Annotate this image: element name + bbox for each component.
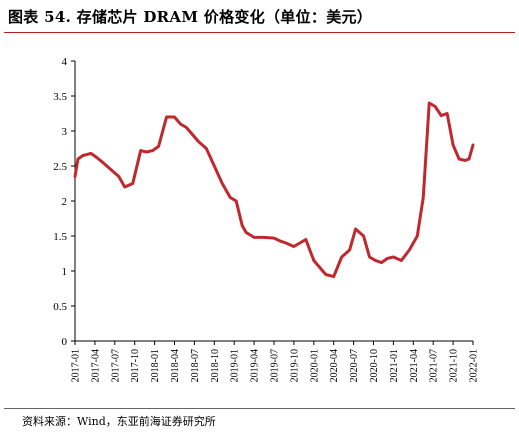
data-point [332,275,335,278]
y-tick-label: 2.5 [53,161,67,173]
x-tick-label: 2022-01 [469,349,480,382]
data-point [151,149,154,152]
figure-title: 图表 54. 存储芯片 DRAM 价格变化（单位：美元） [8,8,373,26]
x-tick-label: 2021-04 [409,349,420,382]
x-tick-label: 2017-10 [130,349,141,382]
data-point [165,116,168,118]
data-point [446,112,448,115]
data-point [185,126,188,129]
data-point [362,235,365,237]
y-tick-label: 3 [62,126,68,138]
source-divider [4,408,515,409]
data-point [77,158,79,160]
data-point [458,158,460,160]
data-point [279,240,281,242]
x-tick-label: 2021-10 [449,349,460,382]
data-point [348,249,351,251]
data-point [428,102,431,104]
y-tick-label: 2 [62,196,68,208]
data-point [179,123,182,125]
x-tick-label: 2019-04 [250,349,261,382]
x-tick-label: 2020-10 [369,349,380,382]
x-axis: 2017-01 2017-04 2017-07 2017-10 2018-01 2018-… [71,340,480,382]
data-point [305,238,307,241]
data-point [472,144,474,146]
y-tick-label: 1.5 [53,231,67,243]
data-point [145,151,148,153]
data-point [235,200,237,202]
y-tick-label: 1 [62,266,68,278]
data-point [318,266,321,269]
y-tick-label: 0 [62,336,68,348]
y-tick-label: 3.5 [53,91,67,103]
data-point [313,259,315,262]
data-point [324,273,327,276]
data-point [241,224,243,227]
data-point [368,256,371,258]
data-point [386,257,389,260]
data-point [197,140,200,143]
source-note: 资料来源：Wind，东亚前海证券研究所 [22,415,216,428]
data-point [96,156,98,159]
data-point [173,116,176,118]
x-tick-label: 2018-10 [210,349,221,382]
plot-area [73,101,475,279]
data-point [74,175,76,178]
x-tick-label: 2019-01 [230,349,241,382]
data-point [422,196,425,199]
x-tick-label: 2021-07 [429,349,440,382]
x-tick-label: 2020-07 [349,349,360,382]
y-axis: 0 0.5 1 1.5 2 2.5 3 3.5 4 [53,56,76,348]
data-point [400,259,403,262]
x-tick-label: 2020-01 [309,349,320,382]
x-tick-label: 2018-01 [150,349,161,382]
data-point [213,165,216,167]
y-tick-label: 0.5 [53,301,67,313]
data-point [245,231,247,234]
data-point [464,159,466,162]
x-tick-label: 2019-07 [270,349,281,382]
data-point [293,245,295,248]
data-point [340,256,343,258]
data-point [408,249,411,251]
x-tick-label: 2017-01 [71,349,82,382]
x-tick-label: 2021-01 [389,349,400,382]
data-point [139,149,142,152]
data-point [157,145,160,148]
x-tick-label: 2020-04 [329,349,340,382]
data-point [452,144,454,146]
data-point [117,175,120,178]
data-point [263,236,265,239]
x-tick-label: 2018-07 [190,349,201,382]
data-point [90,152,92,155]
data-point [123,186,126,188]
x-tick-label: 2018-04 [170,349,181,382]
data-point [434,105,436,108]
data-point [82,154,84,157]
data-point [440,114,442,117]
data-point [468,158,470,160]
data-point [392,256,395,258]
price-line [73,101,475,279]
x-tick-label: 2017-04 [90,349,101,382]
data-point [191,133,194,136]
data-point [131,182,134,185]
title-divider [4,32,515,33]
data-point [205,147,208,150]
x-tick-label: 2019-10 [289,349,300,382]
data-point [110,168,112,171]
data-point [253,236,255,239]
data-point [221,182,224,185]
data-point [273,237,275,239]
data-point [229,196,232,199]
data-point [285,242,287,244]
data-point [102,161,104,164]
data-point [354,228,357,230]
data-point [416,235,419,237]
y-tick-label: 4 [62,56,68,68]
dram-price-chart: 00.511.522.533.54 2017-01 2017-04 2017-07 2… [53,56,480,382]
data-point [374,259,377,262]
x-tick-label: 2017-07 [110,349,121,382]
data-point [380,261,383,264]
